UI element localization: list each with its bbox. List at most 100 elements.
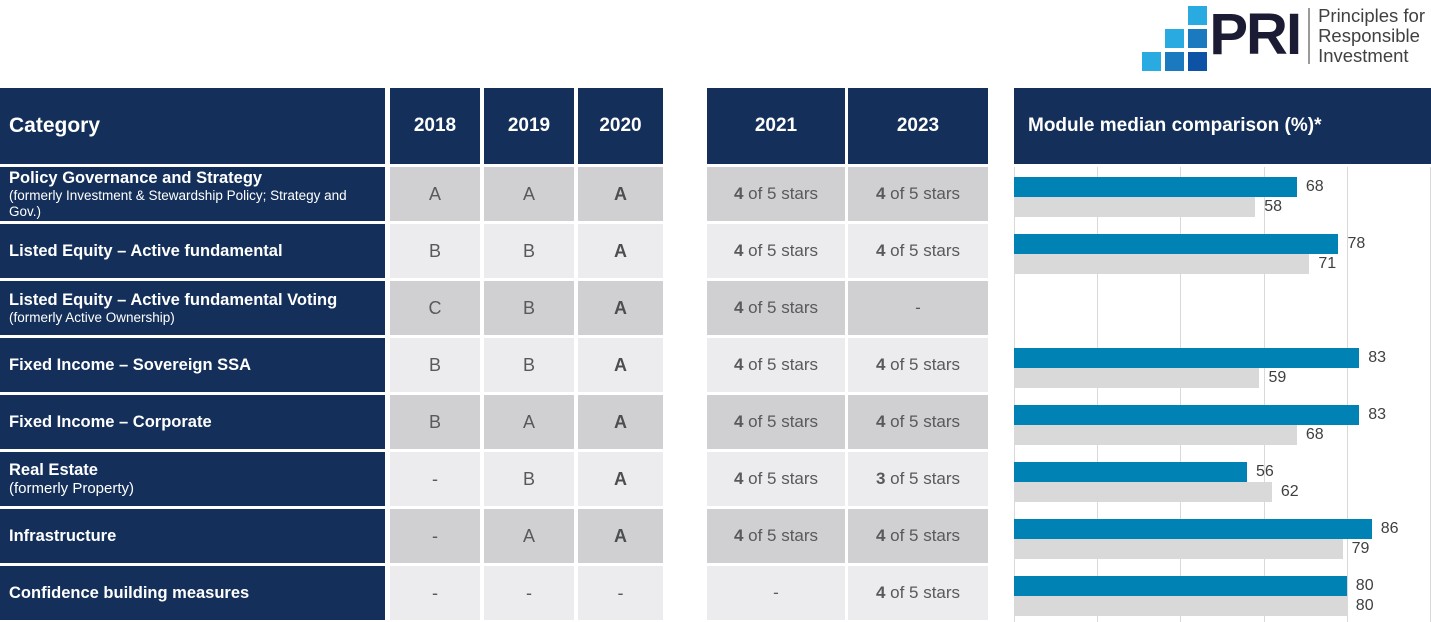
chart-bar-label: 68 <box>1305 426 1324 443</box>
chart-gridline <box>1263 167 1265 622</box>
header-year-2019: 2019 <box>484 88 574 164</box>
stars-cell-2023: 4 of 5 stars <box>848 167 988 221</box>
chart-plot: 68 78 83 83 56 86 80 58 71 59 68 62 79 80 <box>1014 167 1431 622</box>
chart-gridline <box>1014 167 1015 622</box>
logo-square <box>1188 29 1208 48</box>
header-year-2020: 2020 <box>578 88 663 164</box>
stars-cell-2021: 4 of 5 stars <box>707 395 845 449</box>
grade-value: A <box>522 183 535 204</box>
logo-square <box>1188 6 1208 25</box>
grade-cell-2018: - <box>390 452 480 506</box>
grade-cell-2018: - <box>390 566 480 620</box>
grade-cell-2019: A <box>484 509 574 563</box>
grade-value: A <box>614 525 627 546</box>
star-rating: 4 of 5 stars <box>875 355 961 374</box>
grade-value: B <box>428 240 441 261</box>
grade-value: A <box>428 183 441 204</box>
star-rating: 4 of 5 stars <box>875 184 961 203</box>
grade-cell-2020: A <box>578 452 663 506</box>
chart-bar-blue <box>1014 576 1347 596</box>
stars-cell-2023: 4 of 5 stars <box>848 395 988 449</box>
category-name: Infrastructure <box>9 526 117 545</box>
category-cell: Real Estate (formerly Property) <box>0 452 385 506</box>
grade-value: - <box>432 525 438 546</box>
stars-cell-2021: 4 of 5 stars <box>707 338 845 392</box>
grade-value: A <box>614 354 627 375</box>
stars-cell-2023: 3 of 5 stars <box>848 452 988 506</box>
chart-bar-gray <box>1014 254 1310 274</box>
chart-bar-gray <box>1014 368 1260 388</box>
grade-value: A <box>614 183 627 204</box>
chart-bar-blue <box>1014 177 1297 197</box>
grade-value: C <box>428 297 442 318</box>
grade-cell-2019: B <box>484 224 574 278</box>
chart-bar-gray <box>1014 482 1272 502</box>
grade-value: - <box>526 582 532 603</box>
grade-cell-2018: B <box>390 338 480 392</box>
grade-value: A <box>522 525 535 546</box>
star-rating: 4 of 5 stars <box>875 526 961 545</box>
star-rating: 4 of 5 stars <box>733 241 819 260</box>
stars-cell-2021: 4 of 5 stars <box>707 167 845 221</box>
category-cell: Fixed Income – Corporate <box>0 395 385 449</box>
header-chart-title: Module median comparison (%)* <box>1014 88 1431 164</box>
star-rating: 4 of 5 stars <box>733 298 819 317</box>
grade-cell-2019: B <box>484 338 574 392</box>
chart-bar-label: 80 <box>1355 577 1374 594</box>
star-rating: 4 of 5 stars <box>733 355 819 374</box>
grade-value: B <box>428 354 441 375</box>
grade-cell-2018: B <box>390 224 480 278</box>
grade-cell-2019: - <box>484 566 574 620</box>
chart-gridline <box>1346 167 1348 622</box>
grade-cell-2018: A <box>390 167 480 221</box>
header-year-2023: 2023 <box>848 88 988 164</box>
grade-value: A <box>522 411 535 432</box>
category-subtitle: (formerly Active Ownership) <box>9 309 175 325</box>
grade-cell-2020: A <box>578 167 663 221</box>
grade-cell-2018: - <box>390 509 480 563</box>
star-rating: - <box>773 583 779 602</box>
tagline-line: Responsible <box>1318 25 1420 46</box>
stars-cell-2023: - <box>848 281 988 335</box>
chart-bar-label: 79 <box>1351 540 1370 557</box>
chart-bar-label: 71 <box>1318 255 1337 272</box>
star-rating: 4 of 5 stars <box>733 412 819 431</box>
category-cell: Listed Equity – Active fundamental <box>0 224 385 278</box>
star-rating: 4 of 5 stars <box>733 469 819 488</box>
star-rating: - <box>915 298 921 317</box>
grade-cell-2020: - <box>578 566 663 620</box>
logo-square <box>1165 29 1185 48</box>
pri-logo-squares-icon <box>1142 6 1208 72</box>
category-name: Confidence building measures <box>9 583 250 602</box>
category-cell: Confidence building measures <box>0 566 385 620</box>
chart-bar-label: 68 <box>1305 178 1324 195</box>
grade-value: - <box>432 582 438 603</box>
stars-cell-2021: 4 of 5 stars <box>707 452 845 506</box>
grade-value: B <box>522 297 535 318</box>
grade-value: B <box>522 468 535 489</box>
header-category: Category <box>0 88 385 164</box>
chart-bar-label: 78 <box>1347 235 1366 252</box>
header-year-2021: 2021 <box>707 88 845 164</box>
chart-gridline <box>1097 167 1099 622</box>
chart-bar-blue <box>1014 519 1372 539</box>
category-subtitle: (formerly Property) <box>9 480 135 497</box>
stars-cell-2021: 4 of 5 stars <box>707 509 845 563</box>
header-year-2018: 2018 <box>390 88 480 164</box>
chart-bar-gray <box>1014 539 1343 559</box>
tagline-line: Principles for <box>1318 5 1425 26</box>
stars-cell-2023: 4 of 5 stars <box>848 224 988 278</box>
category-name: Policy Governance and Strategy <box>9 168 263 187</box>
stars-cell-2021: 4 of 5 stars <box>707 224 845 278</box>
tagline-line: Investment <box>1318 45 1409 66</box>
star-rating: 4 of 5 stars <box>875 412 961 431</box>
chart-bar-blue <box>1014 405 1360 425</box>
chart-bar-label: 83 <box>1368 349 1387 366</box>
grade-cell-2020: A <box>578 224 663 278</box>
star-rating: 3 of 5 stars <box>875 469 961 488</box>
grade-cell-2018: B <box>390 395 480 449</box>
chart-bar-label: 83 <box>1368 406 1387 423</box>
chart-bar-blue <box>1014 348 1360 368</box>
stars-cell-2023: 4 of 5 stars <box>848 338 988 392</box>
category-cell: Listed Equity – Active fundamental Votin… <box>0 281 385 335</box>
